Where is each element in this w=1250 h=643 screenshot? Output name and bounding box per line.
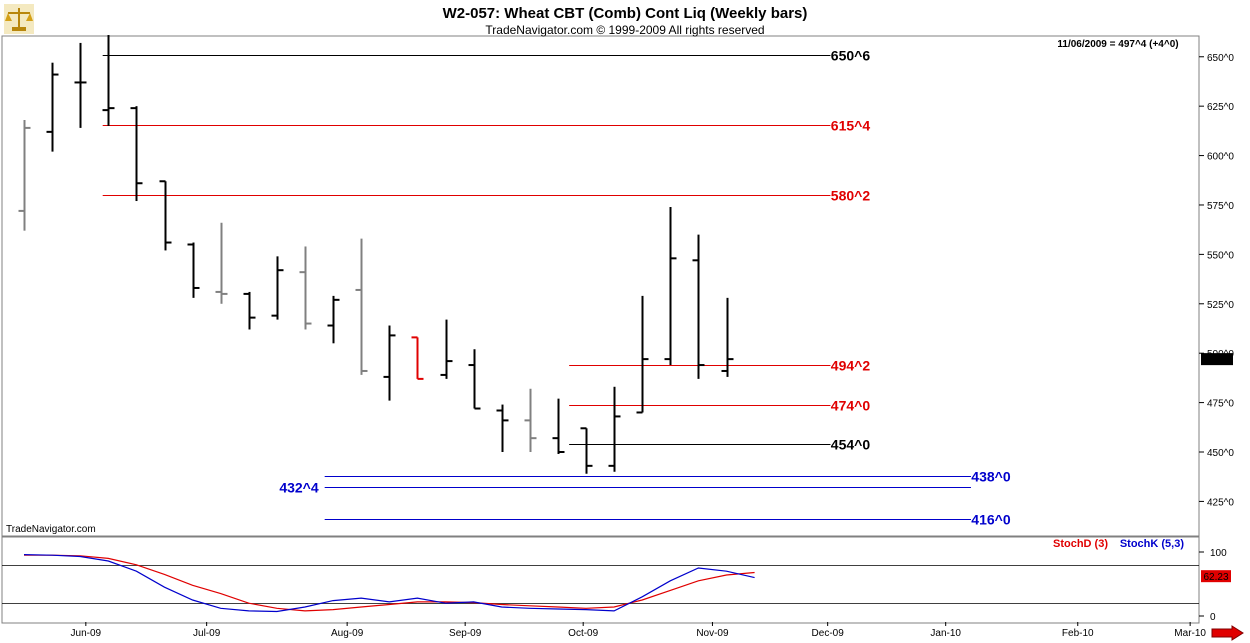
x-tick-label: Oct-09 — [568, 628, 598, 639]
x-tick-label: Jan-10 — [930, 628, 961, 639]
level-lines-layer: 650^6 615^4 580^2 494^2 474^0 454^0 438^0 432^4… — [102, 48, 1011, 528]
y-tick-label: 650^0 — [1207, 53, 1234, 64]
x-tick-label: Dec-09 — [812, 628, 845, 639]
chart-frame — [1, 35, 1200, 537]
level-label: 432^4 — [279, 480, 319, 496]
chart-title: W2-057: Wheat CBT (Comb) Cont Liq (Weekl… — [443, 5, 808, 22]
stochD-line — [24, 554, 755, 612]
y-tick-label: 625^0 — [1207, 102, 1234, 113]
x-tick-label: Nov-09 — [696, 628, 729, 639]
last-price-tag-label: 497^4 — [1204, 355, 1231, 366]
stochK-line — [23, 554, 755, 613]
stochD-legend: StochD (3) — [1053, 538, 1108, 550]
level-label: 438^0 — [971, 469, 1011, 485]
stochK-legend: StochK (5,3) — [1120, 538, 1185, 550]
stoch-y-tick-label: 100 — [1210, 548, 1227, 559]
y-tick-label: 525^0 — [1207, 300, 1234, 311]
stoch-y-tick-label: 0 — [1210, 612, 1216, 623]
stochastic-frame — [1, 536, 1200, 624]
last-price-tag — [1201, 353, 1233, 366]
last-price-readout: 11/06/2009 = 497^4 (+4^0) — [1057, 39, 1178, 50]
x-tick-label: Jul-09 — [193, 628, 221, 639]
watermark: TradeNavigator.com — [6, 524, 96, 535]
x-tick-label: Jun-09 — [71, 628, 102, 639]
y-tick-label: 600^0 — [1207, 152, 1234, 163]
axes-layer: 650^0625^0600^0575^0550^0525^0500^0475^0… — [71, 53, 1235, 639]
level-label: 580^2 — [831, 188, 871, 204]
level-label: 416^0 — [971, 512, 1011, 528]
x-tick-label: Mar-10 — [1174, 628, 1206, 639]
stochastic-layer: 100 0 62.23 — [2, 548, 1231, 623]
y-tick-label: 575^0 — [1207, 201, 1234, 212]
level-label: 474^0 — [831, 398, 871, 414]
y-tick-label: 425^0 — [1207, 497, 1234, 508]
right-arrow-icon[interactable] — [1211, 625, 1244, 641]
price-bars-layer: 497^4 — [18, 35, 1233, 474]
stoch-value-tag — [1201, 570, 1231, 583]
level-label: 494^2 — [831, 358, 871, 374]
y-tick-label: 450^0 — [1207, 448, 1234, 459]
level-label: 650^6 — [831, 48, 871, 64]
x-tick-label: Feb-10 — [1062, 628, 1094, 639]
y-tick-label: 475^0 — [1207, 399, 1234, 410]
scales-icon — [4, 4, 34, 34]
level-label: 454^0 — [831, 437, 871, 453]
x-tick-label: Sep-09 — [449, 628, 482, 639]
x-tick-label: Aug-09 — [331, 628, 364, 639]
y-tick-label: 550^0 — [1207, 250, 1234, 261]
level-label: 615^4 — [831, 118, 871, 134]
chart-subtitle: TradeNavigator.com © 1999-2009 All right… — [485, 23, 764, 37]
stoch-value-tag-label: 62.23 — [1203, 572, 1228, 583]
